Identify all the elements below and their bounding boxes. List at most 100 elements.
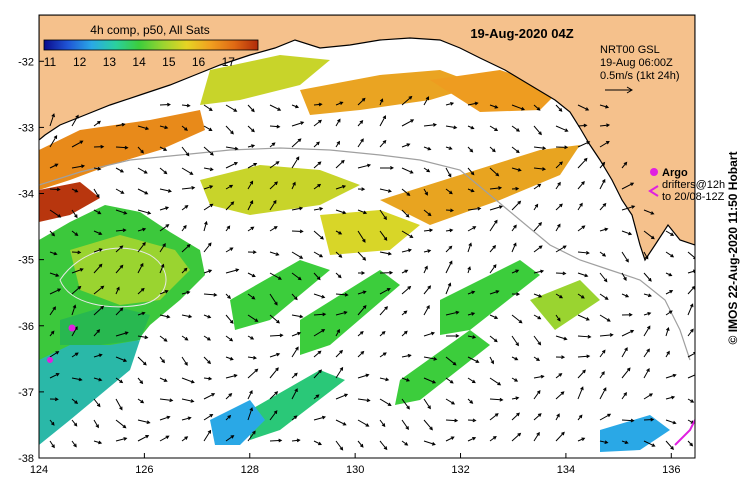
current-arrow — [379, 330, 386, 337]
current-arrow — [467, 125, 475, 130]
current-arrow — [555, 245, 567, 253]
current-arrow — [225, 225, 231, 232]
current-scale-arrow — [605, 86, 633, 94]
current-arrow — [247, 293, 256, 300]
current-arrow — [71, 250, 82, 255]
current-arrow — [489, 290, 500, 295]
colorbar-title: 4h comp, p50, All Sats — [90, 23, 209, 37]
current-arrow — [621, 329, 635, 337]
current-arrow — [555, 223, 561, 232]
current-arrow — [401, 209, 410, 218]
current-arrow — [423, 440, 436, 446]
current-arrow — [467, 398, 474, 404]
current-arrow — [115, 245, 124, 253]
current-arrow — [335, 209, 347, 215]
current-arrow — [533, 167, 547, 171]
current-arrow — [467, 167, 475, 176]
sst-streak-1 — [230, 260, 330, 330]
current-arrow — [269, 391, 279, 400]
current-arrow — [577, 386, 584, 400]
current-arrow — [247, 226, 255, 232]
current-arrow — [511, 432, 522, 442]
current-arrow — [555, 203, 563, 211]
current-arrow — [71, 230, 79, 236]
current-arrow — [93, 329, 101, 337]
current-arrow — [291, 293, 298, 301]
current-arrow — [687, 373, 695, 379]
current-arrow — [599, 140, 610, 148]
current-arrow — [445, 418, 459, 423]
current-arrow — [423, 167, 431, 173]
current-arrow — [511, 269, 520, 274]
argo-legend-icon — [650, 168, 658, 176]
current-arrow — [555, 373, 563, 379]
current-arrow — [357, 230, 366, 243]
current-arrow — [203, 185, 214, 190]
current-arrow — [665, 440, 674, 450]
current-arrow — [555, 104, 563, 112]
current-arrow — [203, 292, 218, 297]
current-arrow — [115, 264, 124, 274]
current-arrow — [401, 143, 411, 148]
current-arrow — [577, 225, 586, 232]
current-arrow — [489, 186, 503, 190]
current-arrow — [137, 146, 144, 154]
current-arrow — [643, 348, 650, 358]
current-arrow — [577, 104, 590, 111]
lat-tick-label: -36 — [18, 321, 34, 333]
current-arrow — [445, 436, 455, 442]
current-arrow — [379, 288, 391, 295]
current-arrow — [71, 377, 83, 382]
current-arrow — [115, 377, 124, 384]
current-arrow — [511, 335, 519, 347]
current-arrow — [335, 184, 347, 190]
current-arrow — [181, 377, 195, 384]
current-arrow — [445, 208, 455, 213]
sst-patch-orange-nw — [39, 110, 205, 190]
lat-tick-label: -34 — [18, 189, 34, 201]
current-arrow — [555, 161, 563, 169]
current-arrow — [577, 314, 590, 321]
current-arrow — [445, 356, 457, 366]
current-arrow — [379, 139, 387, 148]
current-arrow — [423, 209, 432, 217]
current-arrow — [335, 419, 347, 426]
current-arrow — [269, 367, 279, 379]
current-arrow — [203, 429, 212, 442]
current-arrow — [313, 415, 326, 421]
current-arrow — [489, 377, 502, 386]
current-arrow — [577, 157, 588, 169]
current-arrow — [203, 269, 213, 274]
current-arrow — [599, 371, 605, 379]
current-arrow — [313, 161, 322, 169]
current-arrow — [423, 356, 438, 361]
current-arrow — [269, 352, 281, 358]
current-arrow — [599, 227, 609, 232]
colorbar-tick-label: 14 — [132, 55, 146, 69]
current-arrow — [489, 264, 497, 274]
current-arrow — [599, 123, 611, 128]
current-arrow — [93, 120, 101, 127]
current-arrow — [203, 376, 213, 381]
current-arrow — [423, 146, 432, 151]
current-arrow — [335, 159, 345, 169]
current-arrow — [159, 146, 168, 151]
colorbar-tick-label: 15 — [162, 55, 176, 69]
current-arrow — [115, 209, 128, 215]
current-arrow — [181, 398, 195, 403]
current-arrow — [137, 435, 150, 442]
current-arrow — [445, 125, 458, 130]
current-arrow — [533, 431, 540, 442]
current-arrow — [335, 292, 349, 297]
current-arrow — [511, 167, 522, 172]
current-arrow — [621, 182, 635, 190]
sst-patch-west-teal — [39, 340, 140, 445]
current-arrow — [577, 293, 585, 299]
current-arrow — [181, 224, 187, 232]
current-arrow — [49, 134, 58, 148]
current-arrow — [71, 304, 77, 316]
current-arrow — [445, 260, 453, 274]
current-arrow — [665, 395, 676, 400]
